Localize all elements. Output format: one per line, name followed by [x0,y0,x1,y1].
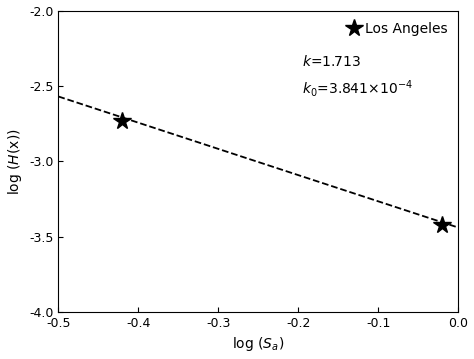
Los Angeles [439,223,445,227]
Y-axis label: log ($H$(x)): log ($H$(x)) [6,128,24,195]
Legend: Los Angeles: Los Angeles [344,18,452,40]
Los Angeles [119,118,125,123]
Line: Los Angeles: Los Angeles [113,112,451,234]
Text: $k$=1.713: $k$=1.713 [302,54,362,69]
X-axis label: log ($S_a$): log ($S_a$) [232,335,284,354]
Text: $k_0$=3.841×10$^{-4}$: $k_0$=3.841×10$^{-4}$ [302,78,413,99]
